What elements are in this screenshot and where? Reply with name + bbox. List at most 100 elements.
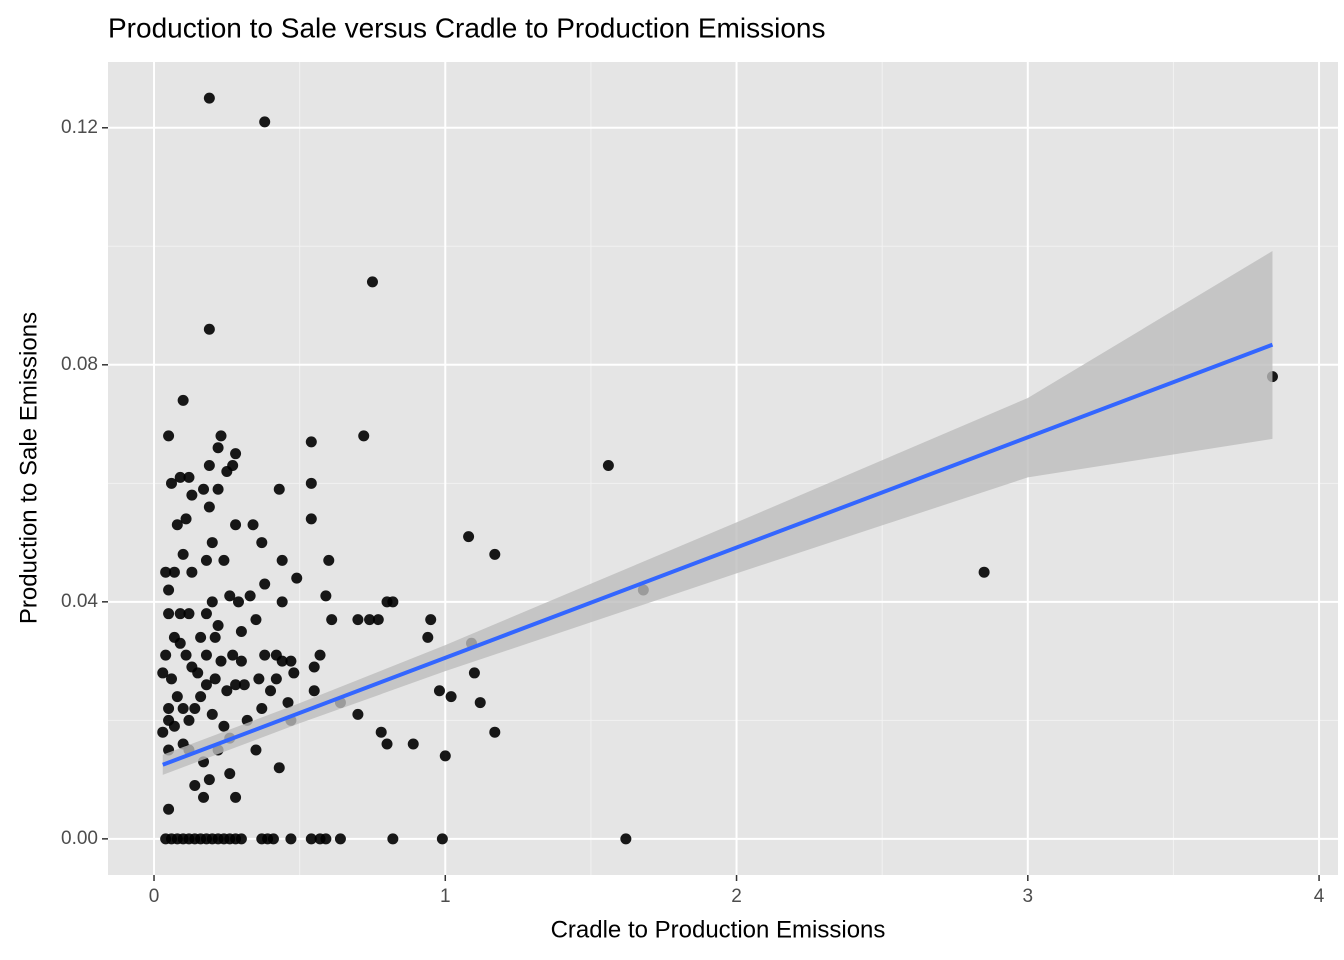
point	[366, 276, 378, 288]
point	[177, 702, 189, 714]
point	[387, 833, 399, 845]
point	[273, 483, 285, 495]
point	[183, 608, 195, 620]
point	[165, 673, 177, 685]
x-tick-label: 2	[731, 886, 742, 907]
x-tick-label: 3	[1023, 886, 1034, 907]
point	[276, 596, 288, 608]
point	[221, 685, 233, 697]
point	[215, 655, 227, 667]
point	[203, 92, 215, 104]
point	[157, 667, 169, 679]
point	[305, 477, 317, 489]
y-tick-label: 0.04	[61, 591, 98, 612]
point	[364, 614, 376, 626]
point	[232, 596, 244, 608]
point	[174, 471, 186, 483]
point	[212, 620, 224, 632]
point	[323, 554, 335, 566]
point	[320, 833, 332, 845]
point	[314, 649, 326, 661]
point	[171, 519, 183, 531]
point	[463, 531, 475, 543]
point	[235, 625, 247, 637]
point	[183, 471, 195, 483]
point	[218, 554, 230, 566]
point	[285, 833, 297, 845]
point	[168, 566, 180, 578]
point	[334, 833, 346, 845]
point	[445, 691, 457, 703]
point	[288, 667, 300, 679]
point	[250, 614, 262, 626]
point	[270, 673, 282, 685]
point	[218, 720, 230, 732]
point	[468, 667, 480, 679]
point	[224, 590, 236, 602]
x-tick-label: 4	[1314, 886, 1325, 907]
point	[165, 477, 177, 489]
point	[203, 323, 215, 335]
point	[235, 655, 247, 667]
point	[247, 519, 259, 531]
point	[163, 430, 175, 442]
point	[163, 608, 175, 620]
point	[200, 679, 212, 691]
point	[256, 702, 268, 714]
chart-title: Production to Sale versus Cradle to Prod…	[108, 12, 825, 43]
x-axis-title: Cradle to Production Emissions	[551, 916, 886, 943]
point	[422, 631, 434, 643]
point	[407, 738, 419, 750]
point	[157, 726, 169, 738]
point	[212, 442, 224, 454]
point	[209, 673, 221, 685]
point	[171, 691, 183, 703]
point	[474, 697, 486, 709]
point	[238, 679, 250, 691]
point	[273, 762, 285, 774]
point	[602, 460, 614, 472]
x-tick-label: 0	[149, 886, 160, 907]
point	[305, 513, 317, 525]
point	[489, 726, 501, 738]
point	[163, 803, 175, 815]
point	[160, 566, 172, 578]
point	[265, 685, 277, 697]
point	[230, 679, 242, 691]
point	[174, 637, 186, 649]
point	[206, 708, 218, 720]
point	[206, 596, 218, 608]
point	[320, 590, 332, 602]
point	[253, 673, 265, 685]
point	[168, 720, 180, 732]
point	[230, 791, 242, 803]
point	[436, 833, 448, 845]
point	[244, 590, 256, 602]
point	[186, 489, 198, 501]
point	[267, 833, 279, 845]
point	[230, 519, 242, 531]
point	[308, 661, 320, 673]
fit-line	[162, 342, 1274, 767]
point	[250, 744, 262, 756]
point	[203, 460, 215, 472]
point	[978, 566, 990, 578]
point	[221, 465, 233, 477]
point	[160, 649, 172, 661]
point	[177, 394, 189, 406]
point	[212, 483, 224, 495]
point	[433, 685, 445, 697]
point	[326, 614, 338, 626]
point	[285, 655, 297, 667]
point	[180, 649, 192, 661]
point	[352, 708, 364, 720]
point	[259, 649, 271, 661]
point	[305, 436, 317, 448]
point	[230, 448, 242, 460]
y-tick-label: 0.12	[61, 117, 98, 138]
point	[163, 702, 175, 714]
point	[183, 714, 195, 726]
point	[282, 697, 294, 709]
point	[177, 548, 189, 560]
